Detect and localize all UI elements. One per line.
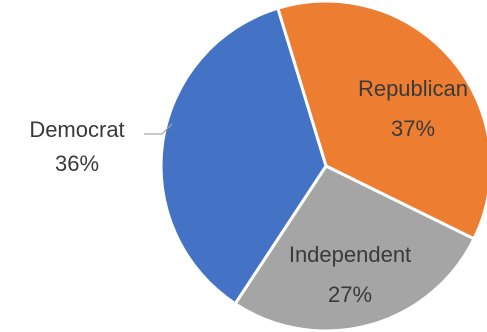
- pie-slice-republican: [276, 0, 487, 241]
- pie-slice-independent: [233, 164, 476, 332]
- pie-slices: [159, 0, 487, 332]
- slice-label-percent-democrat: 36%: [55, 151, 99, 176]
- slice-label-name-independent: Independent: [289, 242, 411, 267]
- pie-slice-democrat: [159, 6, 328, 306]
- slice-label-name-republican: Republican: [358, 76, 468, 101]
- leader-lines: [144, 123, 173, 135]
- pie-labels: Republican 37% Independent 27% Democrat 36%: [29, 76, 468, 307]
- slice-label-percent-republican: 37%: [391, 116, 435, 141]
- leader-line-democrat: [144, 123, 173, 135]
- slice-label-percent-independent: 27%: [328, 282, 372, 307]
- slice-label-name-democrat: Democrat: [29, 117, 124, 142]
